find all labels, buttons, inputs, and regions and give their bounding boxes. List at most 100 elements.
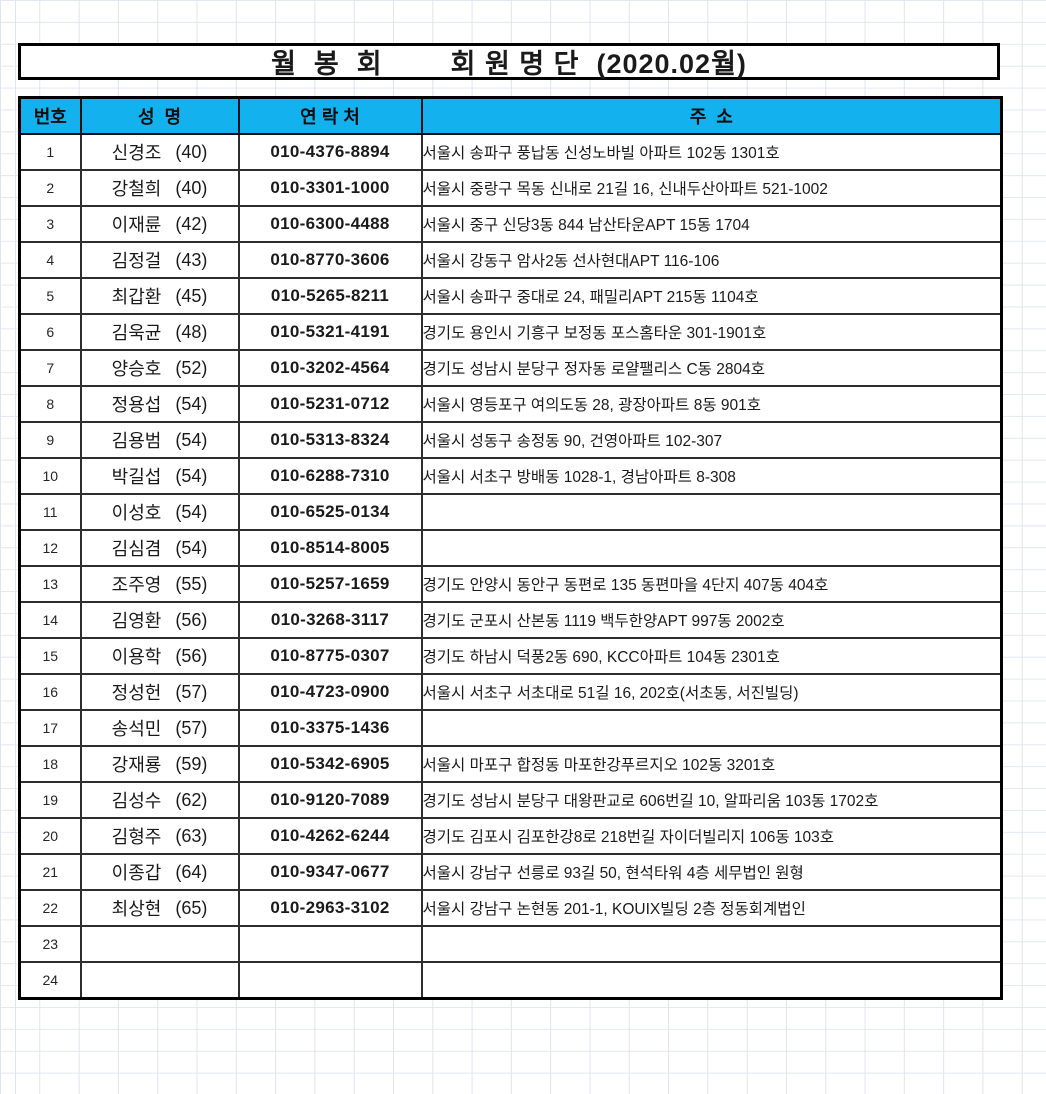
- cell-row-number[interactable]: 22: [18, 889, 82, 927]
- cell-member-name[interactable]: 이종갑 (64): [79, 853, 240, 891]
- cell-row-number[interactable]: 4: [18, 241, 82, 279]
- cell-member-name[interactable]: 양승호 (52): [79, 349, 240, 387]
- cell-phone-number[interactable]: 010-8775-0307: [237, 637, 423, 675]
- cell-address[interactable]: 서울시 송파구 중대로 24, 패밀리APT 215동 1104호: [420, 277, 1003, 315]
- cell-member-name[interactable]: 최상현 (65): [79, 889, 240, 927]
- cell-row-number[interactable]: 20: [18, 817, 82, 855]
- cell-row-number[interactable]: 12: [18, 529, 82, 567]
- cell-phone-number[interactable]: 010-4376-8894: [237, 133, 423, 171]
- cell-row-number[interactable]: 19: [18, 781, 82, 819]
- cell-row-number[interactable]: 11: [18, 493, 82, 531]
- cell-phone-number[interactable]: 010-3301-1000: [237, 169, 423, 207]
- cell-phone-number[interactable]: 010-9347-0677: [237, 853, 423, 891]
- cell-member-name[interactable]: 송석민 (57): [79, 709, 240, 747]
- cell-phone-number[interactable]: 010-5313-8324: [237, 421, 423, 459]
- cell-phone-number[interactable]: 010-6288-7310: [237, 457, 423, 495]
- cell-address[interactable]: [420, 529, 1003, 567]
- cell-address[interactable]: 서울시 강동구 암사2동 선사현대APT 116-106: [420, 241, 1003, 279]
- cell-member-name[interactable]: 김형주 (63): [79, 817, 240, 855]
- cell-phone-number[interactable]: [237, 961, 423, 1000]
- cell-member-name[interactable]: [79, 925, 240, 963]
- cell-row-number[interactable]: 17: [18, 709, 82, 747]
- cell-phone-number[interactable]: 010-3202-4564: [237, 349, 423, 387]
- cell-address[interactable]: 서울시 중구 신당3동 844 남산타운APT 15동 1704: [420, 205, 1003, 243]
- cell-member-name[interactable]: 이성호 (54): [79, 493, 240, 531]
- cell-address[interactable]: 경기도 안양시 동안구 동편로 135 동편마을 4단지 407동 404호: [420, 565, 1003, 603]
- cell-phone-number[interactable]: 010-5265-8211: [237, 277, 423, 315]
- cell-phone-number[interactable]: 010-5321-4191: [237, 313, 423, 351]
- cell-address[interactable]: 서울시 송파구 풍납동 신성노바빌 아파트 102동 1301호: [420, 133, 1003, 171]
- cell-phone-number[interactable]: [237, 925, 423, 963]
- cell-member-name[interactable]: 조주영 (55): [79, 565, 240, 603]
- sheet-title-cell[interactable]: 월 봉 회 회 원 명 단 (2020.02월): [18, 43, 1000, 80]
- cell-row-number[interactable]: 1: [18, 133, 82, 171]
- cell-row-number[interactable]: 8: [18, 385, 82, 423]
- cell-address[interactable]: 경기도 군포시 산본동 1119 백두한양APT 997동 2002호: [420, 601, 1003, 639]
- cell-member-name[interactable]: 이재륜 (42): [79, 205, 240, 243]
- cell-address[interactable]: 서울시 영등포구 여의도동 28, 광장아파트 8동 901호: [420, 385, 1003, 423]
- cell-row-number[interactable]: 6: [18, 313, 82, 351]
- cell-row-number[interactable]: 23: [18, 925, 82, 963]
- cell-phone-number[interactable]: 010-8770-3606: [237, 241, 423, 279]
- cell-member-name[interactable]: 정성헌 (57): [79, 673, 240, 711]
- cell-member-name[interactable]: 김성수 (62): [79, 781, 240, 819]
- cell-phone-number[interactable]: 010-9120-7089: [237, 781, 423, 819]
- header-cell-contact[interactable]: 연 락 처: [237, 96, 423, 135]
- cell-address[interactable]: 경기도 성남시 분당구 정자동 로얄팰리스 C동 2804호: [420, 349, 1003, 387]
- cell-row-number[interactable]: 24: [18, 961, 82, 1000]
- cell-address[interactable]: [420, 709, 1003, 747]
- cell-member-name[interactable]: 최갑환 (45): [79, 277, 240, 315]
- cell-member-name[interactable]: [79, 961, 240, 1000]
- cell-address[interactable]: 서울시 강남구 논현동 201-1, KOUIX빌딩 2층 정동회계법인: [420, 889, 1003, 927]
- cell-phone-number[interactable]: 010-2963-3102: [237, 889, 423, 927]
- cell-row-number[interactable]: 13: [18, 565, 82, 603]
- cell-member-name[interactable]: 박길섭 (54): [79, 457, 240, 495]
- cell-member-name[interactable]: 김정걸 (43): [79, 241, 240, 279]
- cell-phone-number[interactable]: 010-4723-0900: [237, 673, 423, 711]
- cell-member-name[interactable]: 김영환 (56): [79, 601, 240, 639]
- cell-address[interactable]: 서울시 중랑구 목동 신내로 21길 16, 신내두산아파트 521-1002: [420, 169, 1003, 207]
- cell-phone-number[interactable]: 010-5231-0712: [237, 385, 423, 423]
- cell-member-name[interactable]: 김용범 (54): [79, 421, 240, 459]
- cell-row-number[interactable]: 2: [18, 169, 82, 207]
- cell-member-name[interactable]: 김욱균 (48): [79, 313, 240, 351]
- cell-row-number[interactable]: 5: [18, 277, 82, 315]
- cell-row-number[interactable]: 9: [18, 421, 82, 459]
- cell-row-number[interactable]: 14: [18, 601, 82, 639]
- cell-phone-number[interactable]: 010-3375-1436: [237, 709, 423, 747]
- cell-address[interactable]: 서울시 성동구 송정동 90, 건영아파트 102-307: [420, 421, 1003, 459]
- cell-address[interactable]: 경기도 하남시 덕풍2동 690, KCC아파트 104동 2301호: [420, 637, 1003, 675]
- cell-address[interactable]: 경기도 용인시 기흥구 보정동 포스홈타운 301-1901호: [420, 313, 1003, 351]
- cell-address[interactable]: [420, 925, 1003, 963]
- cell-phone-number[interactable]: 010-6525-0134: [237, 493, 423, 531]
- cell-row-number[interactable]: 15: [18, 637, 82, 675]
- cell-phone-number[interactable]: 010-8514-8005: [237, 529, 423, 567]
- cell-address[interactable]: [420, 493, 1003, 531]
- cell-member-name[interactable]: 강재룡 (59): [79, 745, 240, 783]
- cell-row-number[interactable]: 18: [18, 745, 82, 783]
- cell-row-number[interactable]: 16: [18, 673, 82, 711]
- cell-address[interactable]: 서울시 마포구 합정동 마포한강푸르지오 102동 3201호: [420, 745, 1003, 783]
- cell-member-name[interactable]: 강철희 (40): [79, 169, 240, 207]
- cell-member-name[interactable]: 이용학 (56): [79, 637, 240, 675]
- cell-row-number[interactable]: 21: [18, 853, 82, 891]
- cell-member-name[interactable]: 정용섭 (54): [79, 385, 240, 423]
- cell-row-number[interactable]: 10: [18, 457, 82, 495]
- cell-address[interactable]: [420, 961, 1003, 1000]
- cell-row-number[interactable]: 3: [18, 205, 82, 243]
- cell-phone-number[interactable]: 010-3268-3117: [237, 601, 423, 639]
- cell-row-number[interactable]: 7: [18, 349, 82, 387]
- cell-address[interactable]: 서울시 서초구 서초대로 51길 16, 202호(서초동, 서진빌딩): [420, 673, 1003, 711]
- cell-phone-number[interactable]: 010-5342-6905: [237, 745, 423, 783]
- header-cell-address[interactable]: 주 소: [420, 96, 1003, 135]
- cell-phone-number[interactable]: 010-5257-1659: [237, 565, 423, 603]
- cell-member-name[interactable]: 신경조 (40): [79, 133, 240, 171]
- header-cell-name[interactable]: 성 명: [79, 96, 240, 135]
- header-cell-no[interactable]: 번호: [18, 96, 82, 135]
- cell-member-name[interactable]: 김심겸 (54): [79, 529, 240, 567]
- cell-address[interactable]: 경기도 김포시 김포한강8로 218번길 자이더빌리지 106동 103호: [420, 817, 1003, 855]
- cell-address[interactable]: 서울시 강남구 선릉로 93길 50, 현석타워 4층 세무법인 원형: [420, 853, 1003, 891]
- cell-phone-number[interactable]: 010-6300-4488: [237, 205, 423, 243]
- cell-phone-number[interactable]: 010-4262-6244: [237, 817, 423, 855]
- cell-address[interactable]: 서울시 서초구 방배동 1028-1, 경남아파트 8-308: [420, 457, 1003, 495]
